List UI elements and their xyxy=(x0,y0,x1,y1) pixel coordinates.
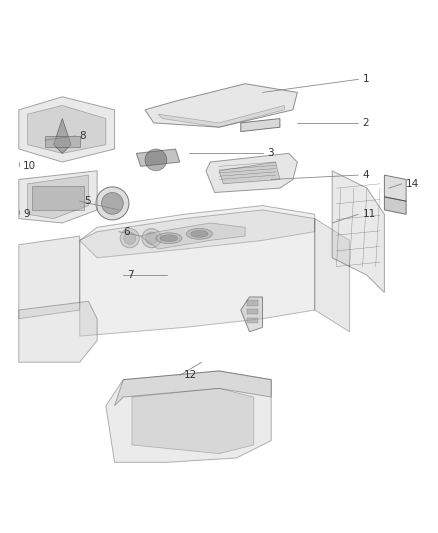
Text: 12: 12 xyxy=(184,370,198,381)
Polygon shape xyxy=(19,301,97,362)
Polygon shape xyxy=(106,371,271,462)
Text: 8: 8 xyxy=(80,131,86,141)
Ellipse shape xyxy=(156,233,182,244)
Bar xyxy=(247,301,258,305)
Polygon shape xyxy=(19,236,80,319)
Circle shape xyxy=(142,229,161,248)
Polygon shape xyxy=(315,219,350,332)
Circle shape xyxy=(145,232,158,244)
Polygon shape xyxy=(241,118,280,132)
Polygon shape xyxy=(206,154,297,192)
Text: 11: 11 xyxy=(363,209,376,219)
Text: 9: 9 xyxy=(23,209,30,219)
Circle shape xyxy=(145,149,167,171)
Polygon shape xyxy=(28,106,106,154)
Text: 5: 5 xyxy=(84,196,91,206)
Polygon shape xyxy=(80,210,315,336)
Polygon shape xyxy=(241,297,262,332)
Polygon shape xyxy=(332,171,385,293)
Polygon shape xyxy=(136,149,180,166)
Circle shape xyxy=(102,192,123,214)
Text: 7: 7 xyxy=(127,270,134,280)
Polygon shape xyxy=(141,223,245,249)
Text: 3: 3 xyxy=(267,148,273,158)
Circle shape xyxy=(124,232,136,244)
Polygon shape xyxy=(28,175,88,219)
Polygon shape xyxy=(385,175,406,201)
Text: 1: 1 xyxy=(363,75,369,84)
Polygon shape xyxy=(219,162,280,184)
Polygon shape xyxy=(132,389,254,454)
Polygon shape xyxy=(145,84,297,127)
Polygon shape xyxy=(158,106,284,127)
Ellipse shape xyxy=(186,229,212,239)
Text: 2: 2 xyxy=(363,118,369,128)
Circle shape xyxy=(120,229,139,248)
Polygon shape xyxy=(115,371,271,406)
Circle shape xyxy=(96,187,129,220)
Text: 14: 14 xyxy=(406,179,420,189)
Bar xyxy=(32,186,84,210)
Text: 4: 4 xyxy=(363,170,369,180)
Polygon shape xyxy=(19,171,97,223)
Polygon shape xyxy=(80,206,315,258)
Bar xyxy=(45,136,80,147)
Text: 6: 6 xyxy=(123,227,130,237)
Ellipse shape xyxy=(191,230,208,237)
Polygon shape xyxy=(385,197,406,214)
Polygon shape xyxy=(19,97,115,162)
Ellipse shape xyxy=(160,235,178,241)
Bar xyxy=(247,318,258,323)
Polygon shape xyxy=(53,118,71,154)
Bar xyxy=(247,309,258,314)
Text: 10: 10 xyxy=(23,161,36,172)
